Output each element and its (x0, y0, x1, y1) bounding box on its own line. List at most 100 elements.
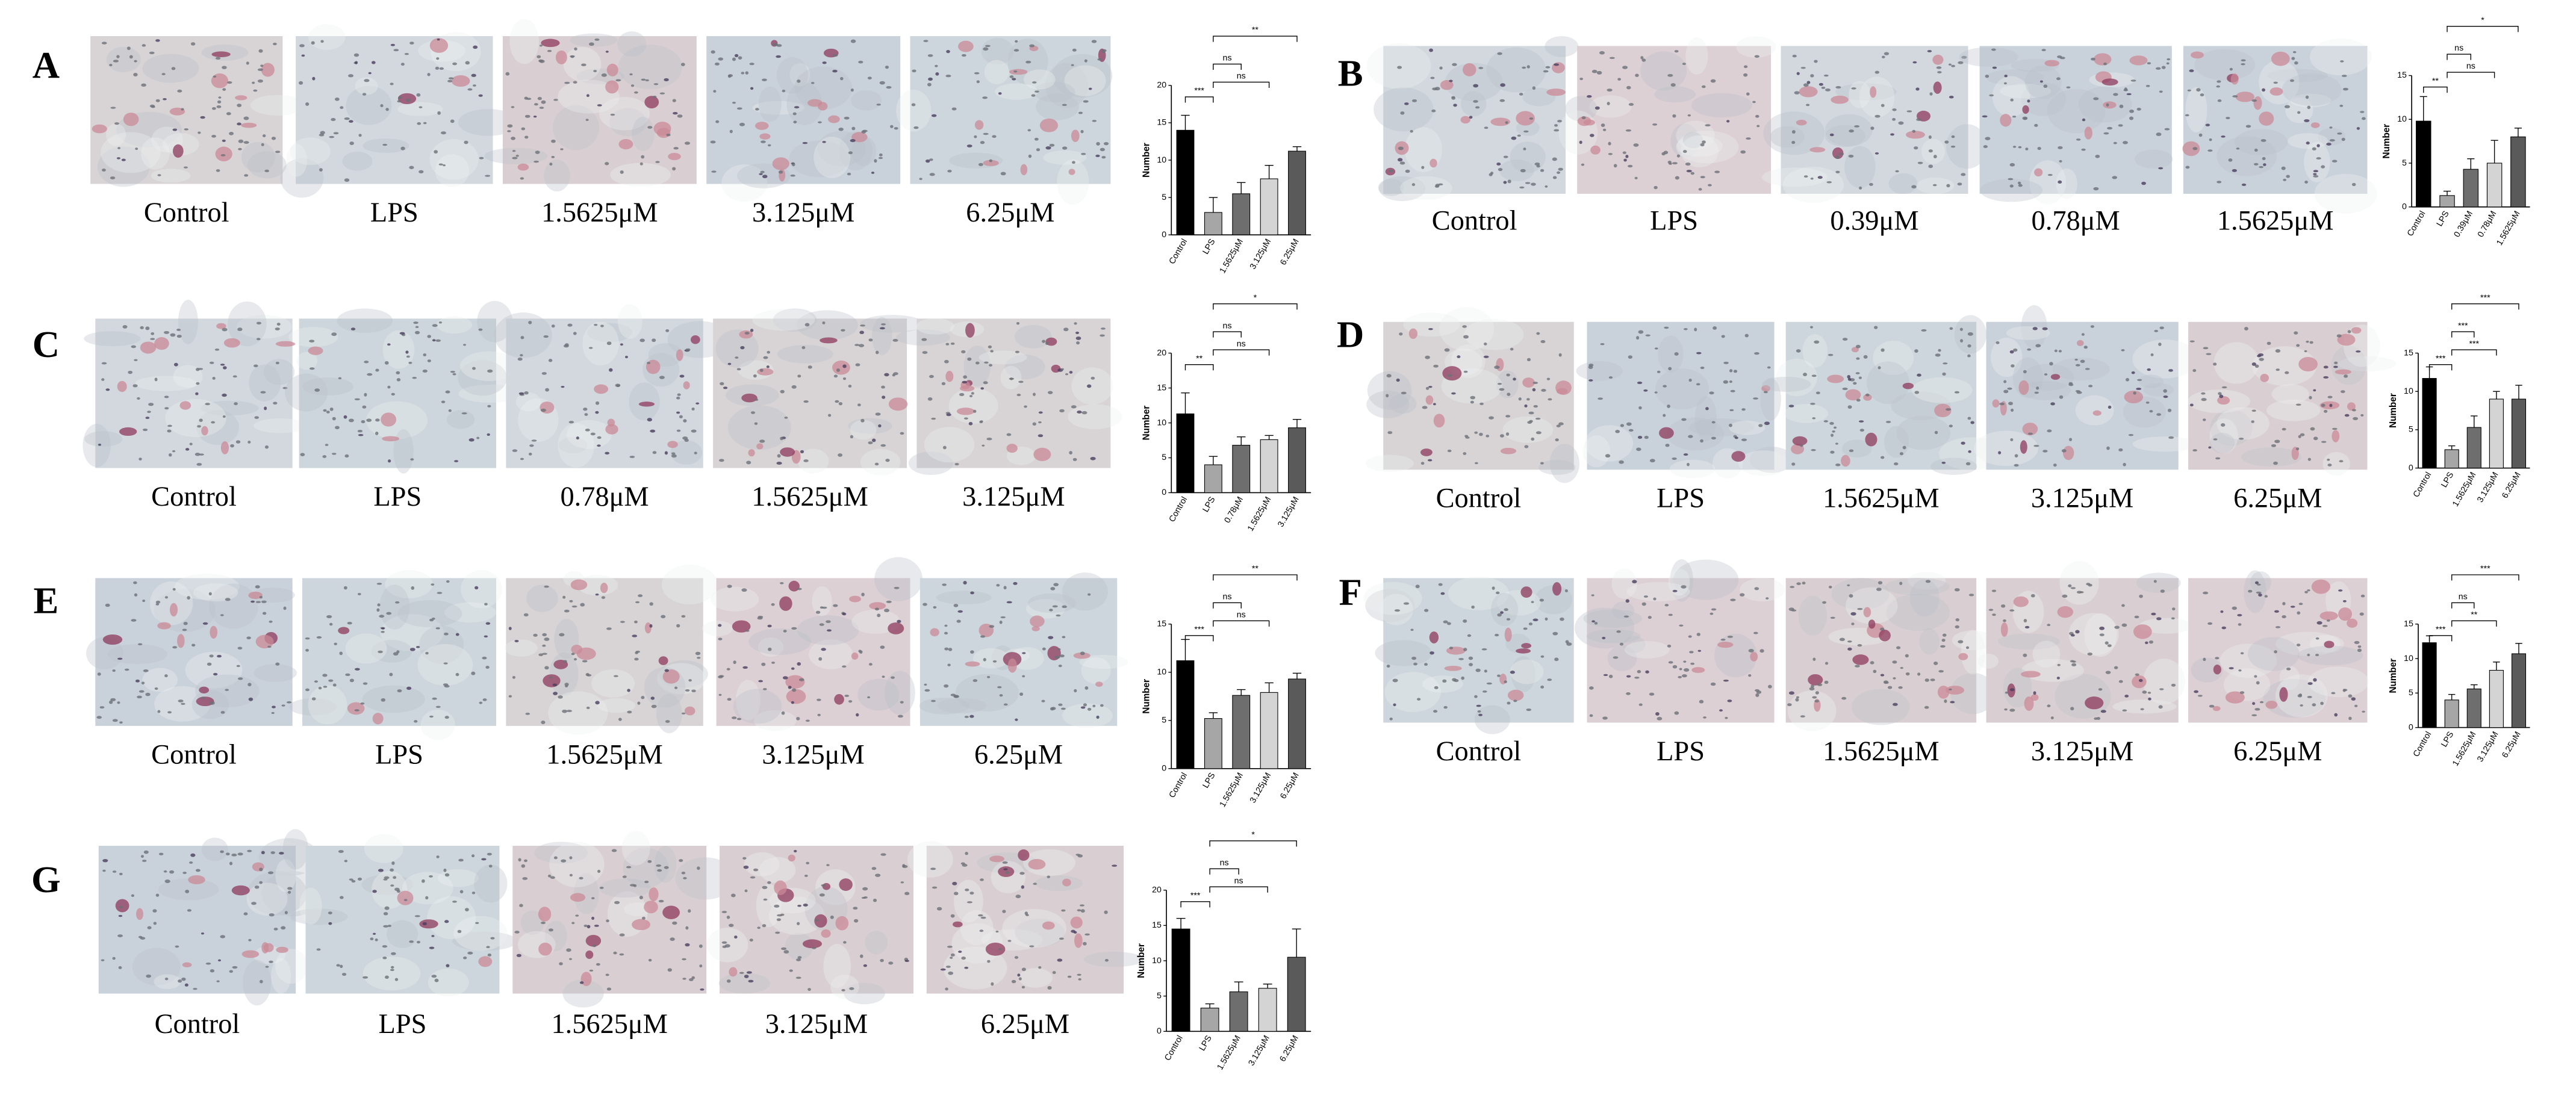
texture (158, 878, 219, 901)
cell (671, 454, 677, 458)
pink-cell (1808, 674, 1823, 686)
cell (226, 112, 231, 116)
cell (1003, 868, 1008, 870)
image-caption: 0.78μM (560, 482, 649, 512)
cell (2027, 99, 2030, 103)
cell (1788, 607, 1794, 611)
cell (975, 361, 980, 365)
cell (2232, 606, 2237, 610)
pink-cell (739, 330, 753, 339)
cell (673, 147, 679, 150)
cell (859, 650, 863, 654)
y-tick-label: 5 (1157, 991, 1162, 1000)
cell (1528, 411, 1534, 415)
cell (559, 633, 565, 637)
texture (1997, 633, 2060, 650)
cell (570, 55, 575, 58)
cell (482, 656, 487, 660)
cell (167, 711, 172, 714)
cell (2315, 654, 2319, 657)
cell (1065, 373, 1069, 376)
cell (979, 421, 983, 424)
cell (232, 966, 238, 969)
cell (892, 373, 895, 377)
cell (630, 84, 635, 87)
texture (2021, 82, 2067, 116)
cell (2099, 633, 2105, 636)
panel-letter: F (1339, 571, 1362, 613)
cell (521, 127, 526, 131)
cell (541, 100, 546, 104)
cell (1588, 364, 1594, 367)
cell (927, 54, 933, 57)
cell (2061, 449, 2067, 453)
cell (478, 328, 483, 331)
cell (1607, 88, 1613, 92)
cell (841, 329, 845, 332)
cell (2008, 402, 2013, 406)
texture (789, 63, 810, 87)
cell (541, 372, 547, 375)
cell (855, 363, 860, 367)
pink-cell (2034, 168, 2043, 177)
cell (1938, 670, 1944, 673)
cell (163, 330, 170, 334)
cell (944, 684, 949, 688)
pink-cell (1750, 651, 1758, 662)
cell (2248, 589, 2253, 593)
cell (1874, 326, 1878, 329)
texture (1849, 81, 1871, 108)
cell (1868, 182, 1873, 186)
cell (2189, 340, 2195, 343)
significance-label: ns (1223, 592, 1232, 601)
cell (2009, 709, 2015, 712)
cell (1031, 81, 1037, 84)
texture (851, 136, 877, 166)
cell (1628, 429, 1634, 432)
cell (1033, 392, 1036, 396)
cell (1669, 163, 1672, 165)
cell (400, 146, 405, 150)
cell (1034, 90, 1039, 93)
cell (2216, 85, 2221, 88)
cell (900, 881, 904, 884)
cell (1700, 176, 1705, 179)
micrograph (290, 834, 518, 997)
cell (508, 695, 512, 698)
cell (1405, 169, 1410, 173)
cell (2213, 362, 2217, 366)
cell (244, 174, 249, 177)
cell (804, 875, 808, 877)
y-tick-label: 15 (2397, 70, 2407, 80)
cell (1796, 72, 1800, 75)
pink-cell (2319, 611, 2338, 621)
cell (677, 114, 683, 118)
cell (876, 104, 881, 106)
cell (1031, 94, 1036, 97)
cell (1486, 435, 1490, 438)
cell (2164, 128, 2170, 131)
cell (982, 96, 988, 99)
cell (429, 875, 433, 878)
cell (1951, 64, 1955, 67)
cell (1623, 158, 1627, 162)
texture (290, 908, 348, 925)
cell (381, 698, 386, 702)
pink-cell (2311, 579, 2330, 594)
cell (935, 64, 938, 67)
cell (1025, 60, 1031, 64)
cell (873, 898, 877, 902)
cell (378, 869, 384, 872)
cell (635, 650, 640, 653)
cell (182, 872, 187, 874)
pink-cell (2298, 356, 2318, 372)
cell (256, 321, 261, 325)
y-tick-label: 5 (2409, 688, 2413, 698)
cell (1637, 436, 1643, 439)
cell (331, 118, 336, 122)
cell (1672, 114, 1676, 118)
cell (2059, 395, 2064, 399)
image-caption: 3.125μM (752, 197, 854, 228)
cell (1676, 154, 1681, 158)
significance-label: ns (1220, 858, 1229, 867)
